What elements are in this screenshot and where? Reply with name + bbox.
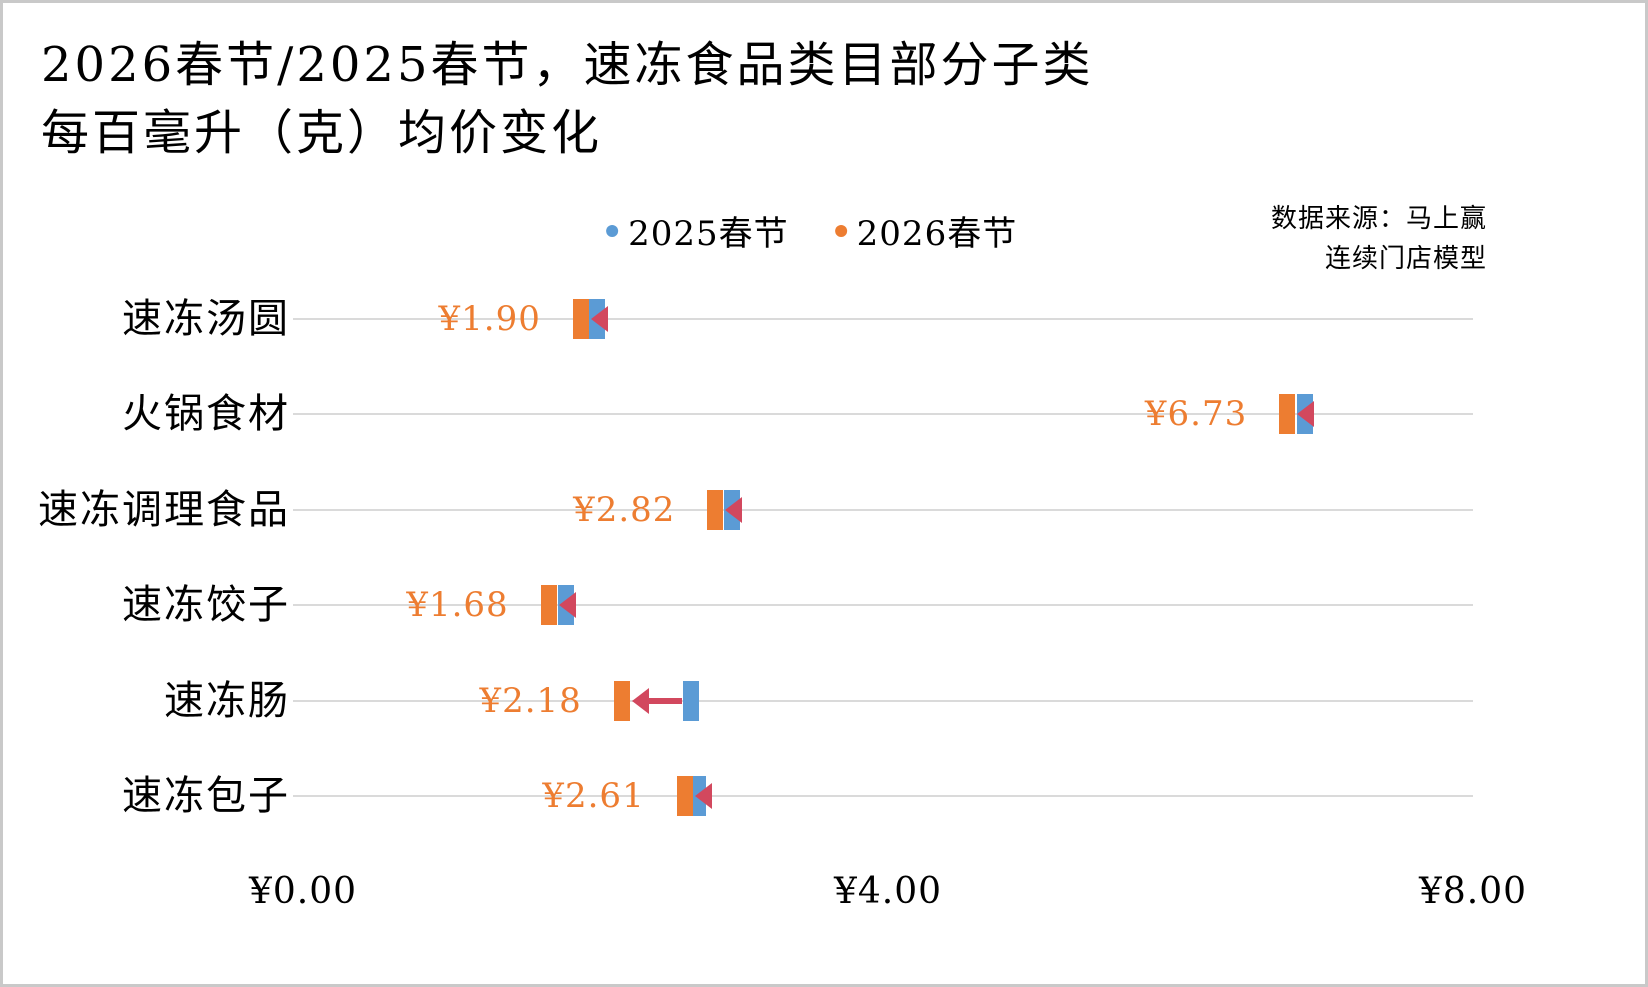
x-tick-label: ¥8.00 [1418,871,1528,912]
chart-title: 2026春节/2025春节，速冻食品类目部分子类 每百毫升（克）均价变化 [41,31,1094,167]
bar-2026 [613,680,630,721]
row-gridline [293,604,1473,607]
chart-title-line2: 每百毫升（克）均价变化 [41,105,603,162]
data-source-line2: 连续门店模型 [1324,244,1487,275]
legend-item-2025: 2025春节 [606,206,789,255]
change-arrow-head-icon [590,305,608,332]
bar-2025 [682,680,699,721]
value-label: ¥6.73 [1144,394,1248,435]
category-label: 速冻包子 [122,773,290,820]
bar-2026 [572,298,589,339]
legend-marker-2025-icon [606,224,619,237]
change-arrow-head-icon [631,687,649,714]
category-label: 速冻调理食品 [38,486,290,533]
change-arrow-head-icon [558,592,576,619]
category-label: 速冻肠 [164,677,290,724]
row-gridline [293,317,1473,320]
change-arrow-head-icon [725,496,743,523]
legend-marker-2026-icon [834,224,847,237]
legend-label-2026: 2026春节 [856,214,1018,254]
data-source-line1: 数据来源：马上赢 [1270,204,1487,234]
legend: 2025春节 2026春节 [606,206,1017,255]
value-label: ¥1.90 [438,298,541,339]
chart-title-line1: 2026春节/2025春节，速冻食品类目部分子类 [41,37,1094,93]
category-label: 速冻饺子 [122,582,290,629]
plot-area: 速冻汤圆 ¥1.90 火锅食材 ¥6.73 速冻调理食品 ¥2.82 速冻饺子 ¥1.68 速冻… [3,3,1645,984]
row-gridline [293,699,1473,702]
change-arrow-line [646,697,682,704]
row-gridline [293,795,1473,798]
row-gridline [293,413,1473,416]
value-label: ¥2.18 [479,680,582,721]
change-arrow-head-icon [1297,401,1315,428]
bar-2026 [1279,394,1296,435]
value-label: ¥2.61 [542,776,645,817]
value-label: ¥1.68 [406,585,509,626]
value-label: ¥2.82 [573,489,676,530]
bar-2026 [707,489,724,530]
bar-2026 [676,776,693,817]
data-source-note: 数据来源：马上赢 连续门店模型 [1271,199,1487,280]
x-tick-label: ¥4.00 [833,871,943,912]
legend-item-2026: 2026春节 [834,206,1018,255]
bar-2026 [540,585,557,626]
change-arrow-head-icon [694,783,712,810]
legend-label-2025: 2025春节 [628,214,789,254]
row-gridline [293,508,1473,511]
category-label: 火锅食材 [122,391,290,438]
category-label: 速冻汤圆 [122,295,290,342]
x-tick-label: ¥0.00 [248,871,358,912]
